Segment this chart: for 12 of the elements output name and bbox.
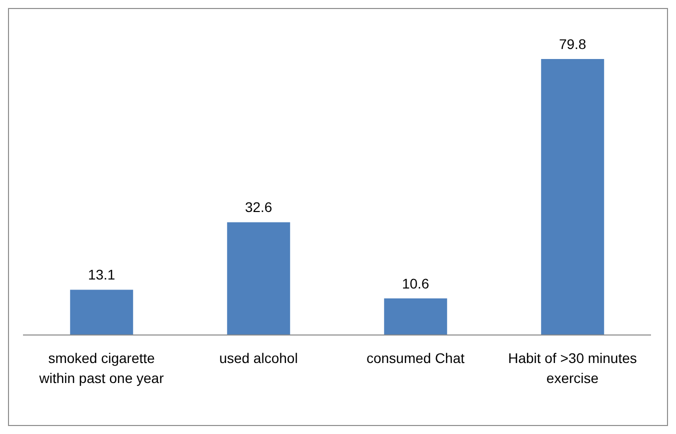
bar bbox=[384, 298, 448, 335]
data-label: 10.6 bbox=[402, 275, 430, 292]
x-tick-label: used alcohol bbox=[219, 350, 298, 366]
data-label: 13.1 bbox=[88, 266, 116, 283]
x-tick-label: Habit of >30 minutes exercise bbox=[508, 350, 637, 386]
data-label: 79.8 bbox=[558, 36, 586, 52]
x-tick-label: smoked cigarette within past one year bbox=[38, 350, 164, 386]
data-label: 32.6 bbox=[244, 199, 272, 216]
bar bbox=[227, 222, 290, 335]
bar bbox=[70, 290, 134, 335]
bar bbox=[541, 59, 604, 335]
x-tick-label: consumed Chat bbox=[366, 350, 465, 366]
